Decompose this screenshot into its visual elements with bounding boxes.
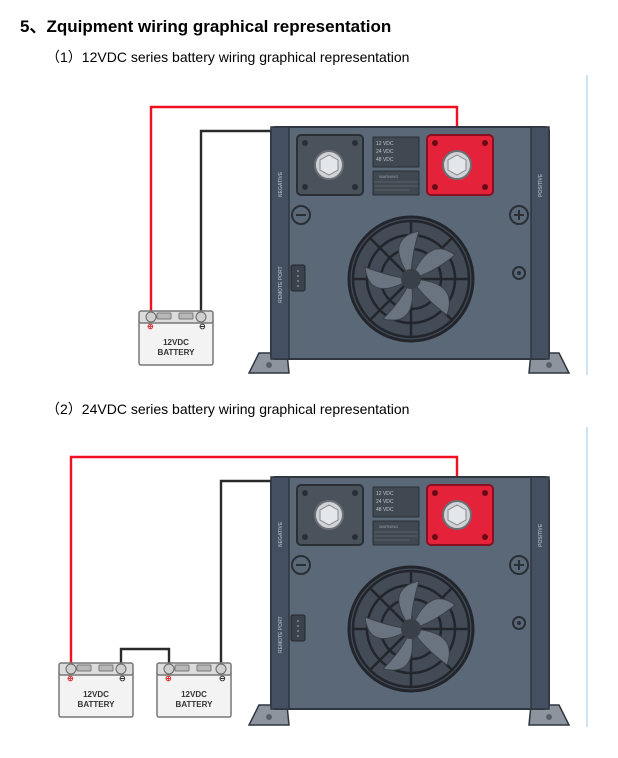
subsection-1-title: （1）12VDC series battery wiring graphical…	[46, 47, 598, 67]
svg-text:12VDC: 12VDC	[83, 690, 109, 699]
diagram-12vdc: NEGATIVE POSITIVE REMOTE PORT 12 VDC 24 …	[29, 75, 589, 375]
subsection-2-text: 24VDC series battery wiring graphical re…	[82, 401, 410, 417]
battery-1: ⊕ ⊖ 12VDC BATTERY	[139, 311, 213, 365]
positive-side-label: POSITIVE	[538, 173, 544, 197]
subsection-2-title: （2）24VDC series battery wiring graphical…	[46, 399, 598, 419]
negative-side-label-2: NEGATIVE	[278, 521, 284, 547]
warning-label: WARNING	[379, 174, 398, 179]
voltage-label-48: 48 VDC	[376, 157, 394, 163]
svg-text:24 VDC: 24 VDC	[376, 499, 394, 505]
negative-side-label: NEGATIVE	[278, 171, 284, 197]
svg-text:⊖: ⊖	[219, 674, 226, 683]
svg-text:⊕: ⊕	[165, 674, 172, 683]
svg-text:⊖: ⊖	[119, 674, 126, 683]
svg-text:48 VDC: 48 VDC	[376, 507, 394, 513]
voltage-label-24: 24 VDC	[376, 149, 394, 155]
svg-text:WARNING: WARNING	[379, 524, 398, 529]
remote-port-label-2: REMOTE PORT	[278, 616, 284, 653]
svg-text:12 VDC: 12 VDC	[376, 491, 394, 497]
section-title: 5、Zquipment wiring graphical representat…	[20, 12, 598, 37]
subsection-1-num: （1）	[46, 49, 82, 65]
diagram-24vdc: NEGATIVE POSITIVE REMOTE PORT 12 VDC 24 …	[29, 427, 589, 727]
svg-text:⊕: ⊕	[67, 674, 74, 683]
svg-text:⊕: ⊕	[147, 322, 154, 331]
remote-port-label: REMOTE PORT	[278, 266, 284, 303]
fan-icon-2	[349, 567, 473, 691]
positive-side-label-2: POSITIVE	[538, 523, 544, 547]
battery-2a: ⊕ ⊖ 12VDC BATTERY	[59, 663, 133, 717]
svg-text:BATTERY: BATTERY	[78, 700, 116, 709]
battery-label-1a: 12VDC	[163, 338, 189, 347]
svg-text:BATTERY: BATTERY	[176, 700, 214, 709]
svg-text:12VDC: 12VDC	[181, 690, 207, 699]
fan-icon	[349, 217, 473, 341]
voltage-label-12: 12 VDC	[376, 141, 394, 147]
svg-text:⊖: ⊖	[199, 322, 206, 331]
battery-label-1b: BATTERY	[158, 348, 196, 357]
subsection-2-num: （2）	[46, 401, 82, 417]
battery-2b: ⊕ ⊖ 12VDC BATTERY	[157, 663, 231, 717]
subsection-1-text: 12VDC series battery wiring graphical re…	[82, 49, 410, 65]
